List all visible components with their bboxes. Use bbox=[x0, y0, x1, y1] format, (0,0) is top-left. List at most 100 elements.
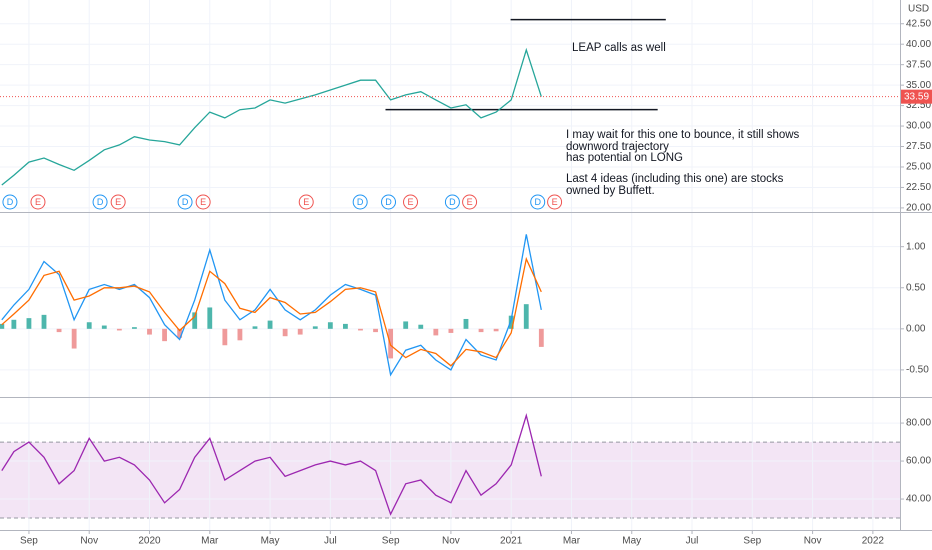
y-tick-label: 42.50 bbox=[906, 18, 931, 29]
y-tick-label: 30.00 bbox=[906, 121, 931, 132]
x-tick-label: Mar bbox=[201, 536, 219, 547]
x-tick-label: Nov bbox=[442, 536, 460, 547]
last-price-box bbox=[901, 89, 932, 104]
histogram-bar bbox=[56, 328, 62, 333]
series-line bbox=[1, 47, 542, 186]
event-marker bbox=[177, 194, 193, 210]
event-label: E bbox=[552, 197, 558, 207]
series-line bbox=[1, 234, 542, 377]
y-tick-label: 22.50 bbox=[906, 182, 931, 193]
series-line bbox=[1, 413, 542, 516]
x-tick-label: May bbox=[261, 536, 280, 547]
histogram-bar bbox=[312, 326, 318, 329]
histogram-bar bbox=[418, 324, 424, 329]
x-tick-label: Nov bbox=[804, 536, 822, 547]
event-label: D bbox=[357, 197, 364, 207]
event-label: E bbox=[408, 197, 414, 207]
y-tick-label: 40.00 bbox=[906, 39, 931, 50]
histogram-bar bbox=[448, 328, 454, 333]
histogram-bar bbox=[493, 328, 499, 332]
histogram-bar bbox=[358, 328, 363, 331]
x-tick-label: 2021 bbox=[500, 536, 523, 547]
event-label: D bbox=[7, 197, 14, 207]
histogram-bar bbox=[101, 325, 107, 329]
x-tick-label: 2022 bbox=[862, 536, 885, 547]
event-label: D bbox=[182, 197, 189, 207]
y-tick-label: 1.00 bbox=[906, 241, 926, 252]
event-marker bbox=[462, 194, 478, 210]
histogram-bar bbox=[132, 327, 137, 329]
x-tick-label: Sep bbox=[382, 536, 400, 547]
rsi-band bbox=[0, 442, 900, 519]
histogram-bar bbox=[373, 328, 378, 333]
series-line bbox=[1, 256, 542, 367]
event-label: E bbox=[35, 197, 41, 207]
event-marker bbox=[92, 194, 108, 210]
currency-label: USD bbox=[908, 4, 929, 15]
annotation: I may wait for this one to bounce, it st… bbox=[566, 129, 800, 141]
event-marker bbox=[298, 194, 314, 210]
histogram-bar bbox=[192, 312, 198, 329]
y-tick-label: 27.50 bbox=[906, 141, 931, 152]
annotation: downword trajectory bbox=[566, 141, 669, 153]
histogram-bar bbox=[478, 328, 484, 333]
last-price-label: 33.59 bbox=[904, 91, 929, 102]
annotation: has potential on LONG bbox=[566, 152, 683, 164]
x-tick-label: May bbox=[622, 536, 641, 547]
histogram-bar bbox=[71, 328, 77, 349]
histogram-bar bbox=[297, 328, 303, 335]
event-label: D bbox=[385, 197, 392, 207]
event-label: E bbox=[467, 197, 473, 207]
x-tick-label: Jul bbox=[686, 536, 699, 547]
event-label: E bbox=[115, 197, 121, 207]
annotation: owned by Buffett. bbox=[566, 185, 655, 197]
histogram-bar bbox=[0, 323, 5, 329]
histogram-bar bbox=[463, 318, 469, 329]
histogram-bar bbox=[41, 314, 47, 329]
histogram-bar bbox=[26, 318, 32, 329]
x-tick-label: Mar bbox=[563, 536, 581, 547]
event-marker bbox=[547, 194, 563, 210]
y-tick-label: 0.50 bbox=[906, 282, 926, 293]
y-tick-label: 80.00 bbox=[906, 418, 931, 429]
y-tick-label: 20.00 bbox=[906, 203, 931, 214]
histogram-bar bbox=[237, 328, 243, 341]
histogram-bar bbox=[538, 328, 544, 347]
y-tick-label: 0.00 bbox=[906, 323, 926, 334]
histogram-bar bbox=[343, 323, 348, 329]
event-label: D bbox=[534, 197, 541, 207]
histogram-bar bbox=[116, 328, 122, 331]
event-marker bbox=[381, 194, 397, 210]
event-marker bbox=[110, 194, 126, 210]
x-tick-label: Jul bbox=[324, 536, 337, 547]
histogram-bar bbox=[403, 321, 409, 329]
histogram-bar bbox=[177, 328, 183, 338]
y-tick-label: 32.50 bbox=[906, 100, 931, 111]
x-tick-label: 2020 bbox=[138, 536, 161, 547]
y-tick-label: 37.50 bbox=[906, 59, 931, 70]
y-tick-label: -0.50 bbox=[906, 365, 929, 376]
y-tick-label: 25.00 bbox=[906, 162, 931, 173]
histogram-bar bbox=[11, 319, 17, 329]
y-tick-label: 40.00 bbox=[906, 494, 931, 505]
x-tick-label: Sep bbox=[743, 536, 761, 547]
event-label: E bbox=[200, 197, 206, 207]
event-label: D bbox=[449, 197, 456, 207]
event-marker bbox=[530, 194, 546, 210]
histogram-bar bbox=[207, 307, 213, 329]
event-marker bbox=[30, 194, 46, 210]
event-marker bbox=[352, 194, 368, 210]
histogram-bar bbox=[222, 328, 228, 346]
x-tick-label: Nov bbox=[80, 536, 98, 547]
histogram-bar bbox=[508, 315, 514, 329]
histogram-bar bbox=[267, 320, 273, 329]
event-label: D bbox=[97, 197, 104, 207]
histogram-bar bbox=[162, 328, 167, 342]
event-marker bbox=[403, 194, 419, 210]
event-label: E bbox=[303, 197, 309, 207]
event-marker bbox=[444, 194, 460, 210]
histogram-bar bbox=[433, 328, 439, 336]
histogram-bar bbox=[523, 304, 529, 329]
annotation: Last 4 ideas (including this one) are st… bbox=[566, 173, 784, 185]
histogram-bar bbox=[282, 328, 288, 337]
